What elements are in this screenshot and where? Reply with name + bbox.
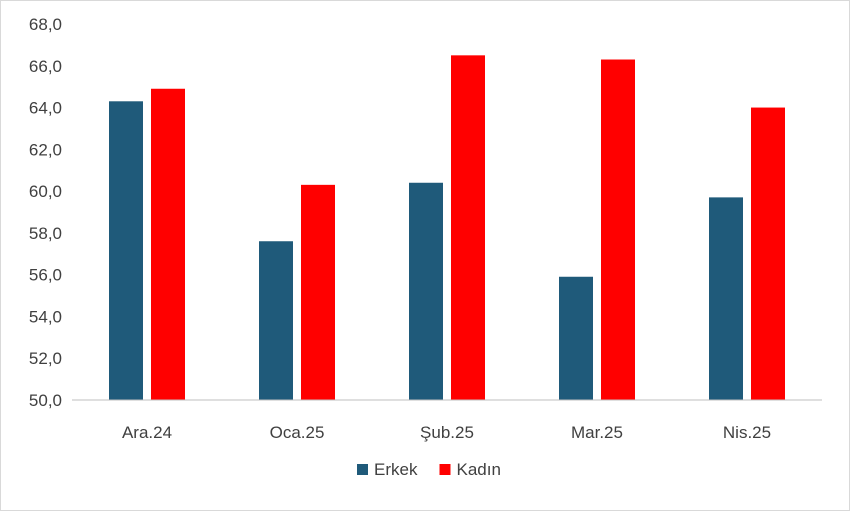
bar-kadin <box>751 107 785 401</box>
bar-erkek <box>109 101 143 401</box>
legend-swatch-erkek <box>357 464 368 475</box>
y-tick-label: 56,0 <box>29 266 62 285</box>
x-tick-label: Nis.25 <box>723 423 771 442</box>
bar-kadin <box>601 59 635 401</box>
bar-kadin <box>451 55 485 400</box>
bar-kadin <box>151 88 185 400</box>
x-tick-label: Mar.25 <box>571 423 623 442</box>
x-tick-label: Şub.25 <box>420 423 474 442</box>
bar-erkek <box>259 241 293 400</box>
y-tick-label: 66,0 <box>29 57 62 76</box>
y-tick-label: 64,0 <box>29 99 62 118</box>
y-tick-label: 50,0 <box>29 391 62 410</box>
bar-erkek <box>559 276 593 400</box>
y-tick-label: 54,0 <box>29 307 62 326</box>
y-tick-label: 60,0 <box>29 182 62 201</box>
y-tick-label: 58,0 <box>29 224 62 243</box>
bar-kadin <box>301 184 335 400</box>
y-tick-label: 62,0 <box>29 140 62 159</box>
x-tick-label: Ara.24 <box>122 423 172 442</box>
y-tick-label: 52,0 <box>29 349 62 368</box>
legend-swatch-kadin <box>439 464 451 475</box>
y-tick-label: 68,0 <box>29 15 62 34</box>
bar-erkek <box>709 197 743 400</box>
bar-erkek <box>409 182 443 400</box>
legend-label-erkek: Erkek <box>374 460 418 479</box>
x-tick-label: Oca.25 <box>270 423 325 442</box>
legend-label-kadin: Kadın <box>457 460 501 479</box>
